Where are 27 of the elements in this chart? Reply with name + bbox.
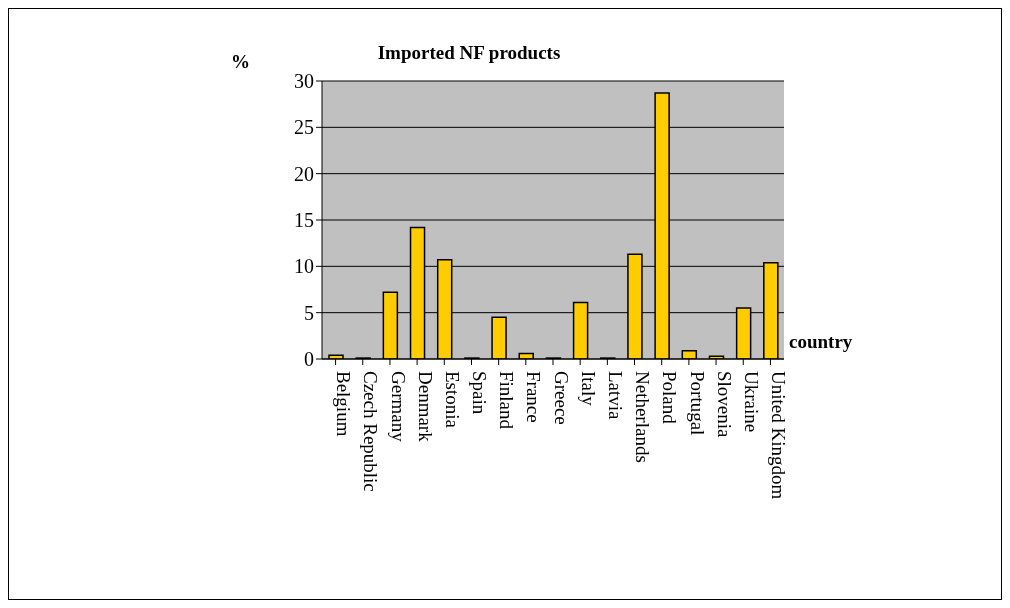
x-tick-label: Ukraine [740,371,762,433]
x-tick-label: Poland [659,371,681,425]
x-tick-label: Italy [577,371,599,407]
x-tick-label: Belgium [333,371,355,437]
y-tick-label: 15 [294,209,314,232]
x-tick-label: Czech Republic [360,371,382,492]
chart-title: Imported NF products [376,42,562,64]
y-axis-title: % [231,51,250,73]
y-tick-label: 20 [294,162,314,185]
x-tick-label: Slovenia [713,371,735,439]
y-tick-label: 25 [294,116,314,139]
x-tick-label: Denmark [414,371,436,443]
x-tick-label: Spain [469,371,491,415]
x-tick-label: Latvia [604,371,626,421]
x-tick-label: Germany [387,371,409,443]
y-tick-label: 5 [304,301,314,324]
y-tick-label: 30 [294,70,314,93]
x-tick-label: United Kingdom [768,371,790,500]
x-tick-label: Portugal [686,371,708,436]
x-tick-label: Greece [550,371,572,425]
x-tick-label: Finland [496,371,518,430]
y-tick-label: 0 [304,348,314,371]
y-tick-label: 10 [294,255,314,278]
x-axis-title: country [789,331,853,353]
x-tick-label: France [523,371,545,423]
x-tick-label: Netherlands [632,371,654,463]
x-tick-label: Estonia [441,371,463,429]
